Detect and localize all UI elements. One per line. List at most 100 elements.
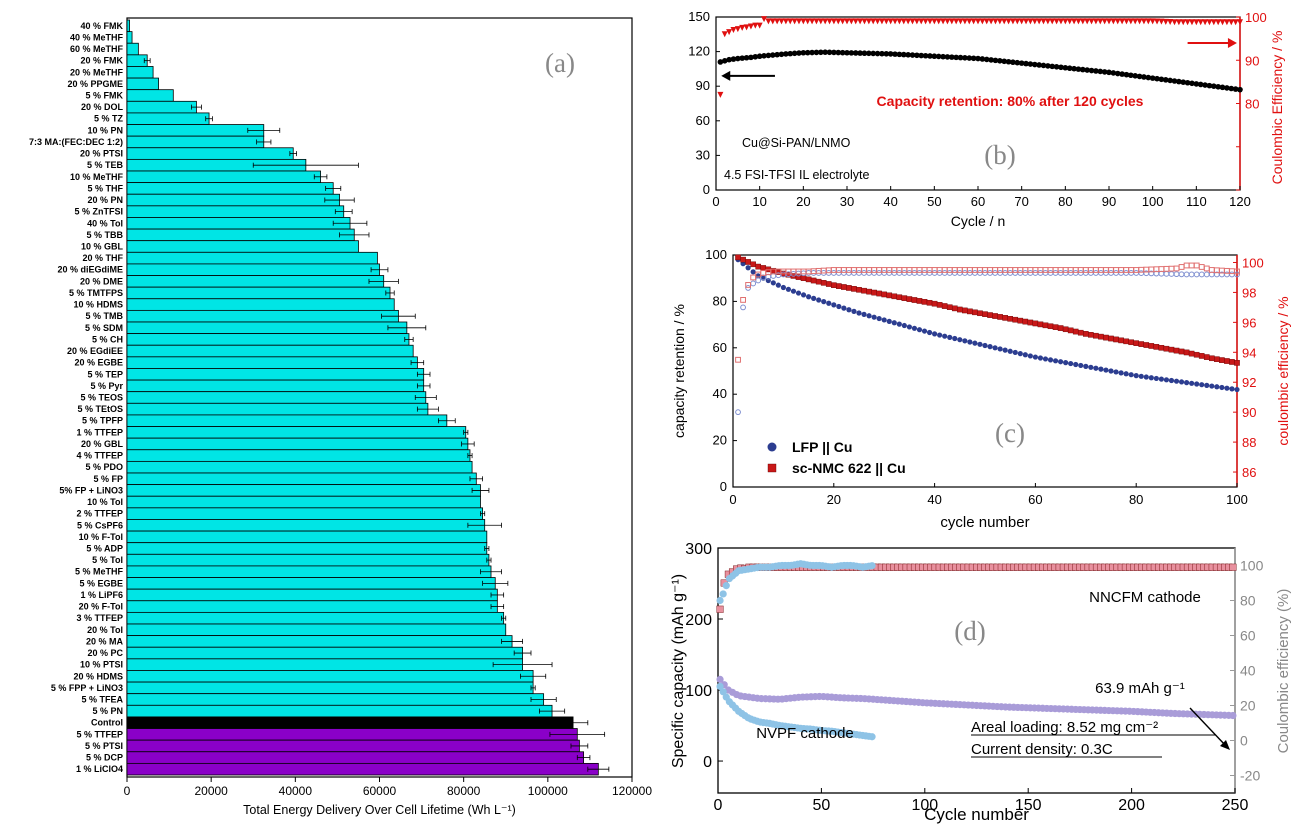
capacity-point [1080, 66, 1086, 73]
bar-label: 5% FP + LiNO3 [59, 485, 123, 495]
bar-label: 5 % TZ [94, 114, 124, 124]
capacity-point [791, 50, 798, 57]
capacity-point [1014, 59, 1021, 66]
bar [126, 472, 477, 486]
x-tick-label: 100 [911, 797, 938, 814]
ce-point [983, 18, 990, 25]
ce-point [1202, 19, 1209, 26]
y2-tick-label: 92 [1242, 375, 1256, 390]
bar [126, 716, 574, 729]
bar-label: 1 % TTFEP [76, 427, 123, 437]
capacity-point [896, 51, 903, 58]
bar [126, 205, 345, 218]
bar-label: 5 % TMB [85, 311, 123, 321]
bar-label: 10 % PN [87, 125, 123, 135]
bar-label: 5 % TFEA [81, 695, 123, 705]
annotation: NNCFM cathode [1089, 589, 1201, 606]
plot-frame [715, 16, 1241, 191]
bar-label: 20 % MA [86, 636, 124, 646]
x-tick-label: 0 [712, 194, 719, 209]
annotation-arrow-head [1220, 740, 1230, 750]
bar [126, 356, 418, 369]
bar [126, 565, 492, 578]
data-point [866, 288, 872, 295]
y2-tick-label: 90 [1242, 405, 1256, 420]
x-tick-label: 200 [1118, 797, 1145, 814]
bar-label: 40 % Tol [87, 218, 123, 228]
data-point [1224, 385, 1230, 391]
y2-tick-label: 98 [1242, 285, 1256, 300]
ce-point [1232, 19, 1239, 26]
data-point [1032, 320, 1039, 327]
arrow-left-head [721, 70, 731, 81]
bar-label: 60 % MeTHF [70, 44, 124, 54]
data-point [1073, 361, 1079, 368]
ce-point [961, 18, 968, 25]
bar [126, 600, 498, 613]
ce-point [1215, 19, 1222, 26]
data-point [795, 290, 802, 296]
capacity-point [822, 49, 828, 55]
capacity-point [1237, 86, 1243, 93]
plot-frame [717, 547, 1236, 794]
ce-point [857, 18, 864, 25]
data-point [951, 305, 958, 312]
capacity-point [1162, 77, 1169, 83]
ce-point [1167, 19, 1174, 26]
data-point [1148, 343, 1155, 349]
data-point [1204, 382, 1210, 388]
y-tick-label: 90 [696, 78, 710, 93]
data-point [1189, 380, 1195, 386]
bar-label: 5 % PTSI [85, 741, 123, 751]
data-point [800, 275, 807, 282]
ce-point [1014, 18, 1021, 25]
bar [126, 495, 481, 509]
ce-point [979, 18, 986, 25]
data-point [1017, 351, 1023, 357]
capacity-point [844, 49, 850, 56]
ce-point [800, 18, 807, 25]
capacity-point [988, 57, 994, 63]
capacity-point [818, 49, 824, 56]
bar [126, 368, 425, 381]
legend-marker [767, 463, 777, 473]
ce-point [1088, 18, 1095, 25]
data-point [876, 290, 882, 297]
data-point [815, 278, 822, 285]
bar-label: 3 % TTFEP [76, 613, 123, 623]
bar-label: 5 % TEB [87, 160, 124, 170]
data-point [836, 283, 842, 289]
capacity-point [1145, 74, 1152, 81]
capacity-point [927, 53, 933, 59]
bar [126, 251, 378, 265]
data-point [735, 409, 741, 416]
bar [126, 553, 490, 567]
capacity-point [852, 50, 859, 56]
ce-point [1114, 18, 1121, 25]
data-point [1093, 365, 1099, 371]
bar-label: 20 % PN [87, 195, 123, 205]
capacity-point [1114, 70, 1121, 77]
capacity-point [1132, 73, 1138, 79]
ce-point [887, 18, 894, 25]
y2-tick-label: 80 [1245, 97, 1259, 112]
ce-point [730, 26, 737, 33]
data-point [780, 284, 787, 291]
data-point [811, 295, 817, 301]
capacity-point [857, 50, 863, 56]
capacity-point [717, 59, 724, 65]
data-point [1158, 376, 1164, 382]
y-tick-label: 0 [703, 754, 712, 771]
bar-label: 5 % ZnTFSI [74, 207, 123, 217]
ce-point [752, 22, 759, 29]
ce-point [883, 18, 890, 25]
ce-point [782, 18, 789, 25]
data-point [1224, 358, 1230, 364]
data-point [1077, 329, 1084, 336]
data-point [886, 292, 893, 299]
data-point [1042, 322, 1049, 329]
x-tick-label: 60 [971, 194, 985, 209]
ce-point [1119, 18, 1126, 25]
data-point [967, 339, 973, 345]
capacity-point [839, 49, 846, 56]
